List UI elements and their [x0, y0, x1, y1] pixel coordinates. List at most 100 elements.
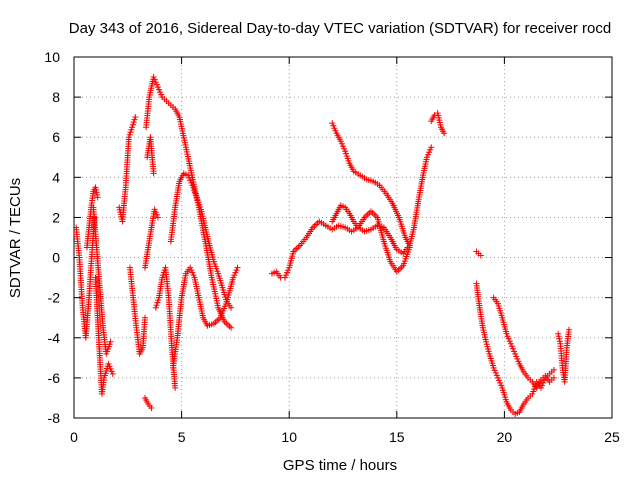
data-point	[441, 130, 448, 137]
data-point-interp	[338, 140, 345, 147]
data-point-interp	[187, 177, 194, 184]
series-arc-s	[473, 280, 557, 417]
data-point	[550, 366, 557, 373]
data-point-interp	[129, 121, 136, 128]
data-point-interp	[153, 302, 160, 309]
data-point	[105, 360, 112, 367]
data-point	[228, 324, 235, 331]
data-point-interp	[425, 151, 432, 158]
data-point-interp	[188, 267, 195, 274]
data-point-interp	[130, 119, 137, 126]
data-point-interp	[190, 272, 197, 279]
plot-frame	[73, 56, 613, 419]
data-point-interp	[492, 369, 499, 376]
data-point-interp	[93, 189, 100, 196]
data-point-interp	[93, 186, 100, 193]
series-arc-q	[428, 110, 448, 137]
data-point	[228, 304, 235, 311]
series-arc-g	[142, 206, 161, 271]
x-tick-label: 0	[70, 429, 78, 445]
data-point-interp	[505, 335, 512, 342]
data-point-interp	[106, 363, 113, 370]
series-arc-j	[144, 134, 157, 177]
x-tick-label: 15	[389, 429, 405, 445]
y-tick-label: -6	[48, 370, 61, 386]
data-point-interp	[152, 209, 159, 216]
data-point	[423, 154, 430, 161]
data-points	[73, 74, 572, 417]
data-point-interp	[154, 299, 161, 306]
y-tick-label: -2	[48, 290, 61, 306]
data-point-interp	[233, 267, 240, 274]
data-point	[187, 264, 194, 271]
chart-title: Day 343 of 2016, Sidereal Day-to-day VTE…	[69, 20, 611, 37]
data-point-interp	[504, 333, 511, 340]
data-point	[503, 330, 510, 337]
data-point-interp	[186, 174, 193, 181]
y-axis-label: SDTVAR / TECUs	[7, 178, 24, 298]
data-point	[329, 120, 336, 127]
data-point-interp	[506, 338, 513, 345]
data-point-interp	[153, 81, 160, 88]
data-point-interp	[539, 382, 546, 389]
series-arc-d	[90, 204, 114, 357]
data-point-interp	[285, 267, 292, 274]
series-arc-p	[329, 120, 435, 249]
data-point	[507, 340, 514, 347]
data-point	[152, 304, 159, 311]
data-point	[565, 326, 572, 333]
grid-lines	[74, 57, 612, 418]
series-arc-e	[116, 114, 139, 225]
data-point-interp	[94, 191, 101, 198]
data-point-interp	[340, 143, 346, 150]
series-arc-k	[152, 264, 179, 391]
data-point-interp	[556, 335, 563, 342]
y-tick-label: -4	[48, 330, 61, 346]
data-point	[94, 194, 101, 201]
data-point-interp	[540, 379, 547, 386]
series-arc-a	[73, 214, 98, 341]
data-point-interp	[426, 149, 433, 156]
data-point	[107, 338, 114, 345]
data-point	[129, 124, 136, 131]
data-point-interp	[189, 269, 196, 276]
data-point-interp	[153, 211, 160, 218]
data-point	[148, 404, 155, 411]
data-point	[154, 84, 161, 91]
data-point-interp	[131, 116, 138, 123]
data-point-interp	[510, 345, 517, 352]
data-point-interp	[284, 269, 291, 276]
data-point	[109, 370, 116, 377]
data-point-interp	[493, 372, 500, 379]
data-point-interp	[496, 377, 503, 384]
axis-ticks: 0 5 10 15 20 25 -8 -6 -4 -2 0 2 4 6 8 10	[44, 49, 620, 445]
data-point	[185, 172, 192, 179]
data-point-interp	[127, 129, 134, 136]
series-arc-c	[92, 274, 116, 397]
data-point	[428, 144, 435, 151]
y-tick-label: 10	[44, 49, 60, 65]
series-arc-m	[167, 170, 235, 311]
series-arc-u	[555, 326, 572, 385]
data-point-interp	[330, 122, 337, 129]
data-point-interp	[513, 353, 520, 360]
data-point-interp	[157, 89, 164, 96]
x-axis-label: GPS time / hours	[283, 457, 397, 474]
y-tick-label: 6	[52, 129, 60, 145]
data-point	[151, 206, 158, 213]
series-arc-h	[142, 394, 155, 411]
data-point	[512, 350, 519, 357]
y-tick-label: -8	[48, 410, 61, 426]
data-point-interp	[341, 145, 348, 152]
data-point-interp	[128, 126, 135, 133]
data-point	[490, 364, 497, 371]
data-point	[92, 184, 99, 191]
series-arc-t	[490, 294, 557, 391]
data-point	[132, 114, 139, 121]
data-point-interp	[331, 125, 338, 132]
data-point	[494, 374, 501, 381]
data-point	[555, 330, 562, 337]
data-point	[125, 134, 132, 141]
data-point-interp	[152, 79, 159, 86]
data-point-interp	[427, 146, 434, 153]
